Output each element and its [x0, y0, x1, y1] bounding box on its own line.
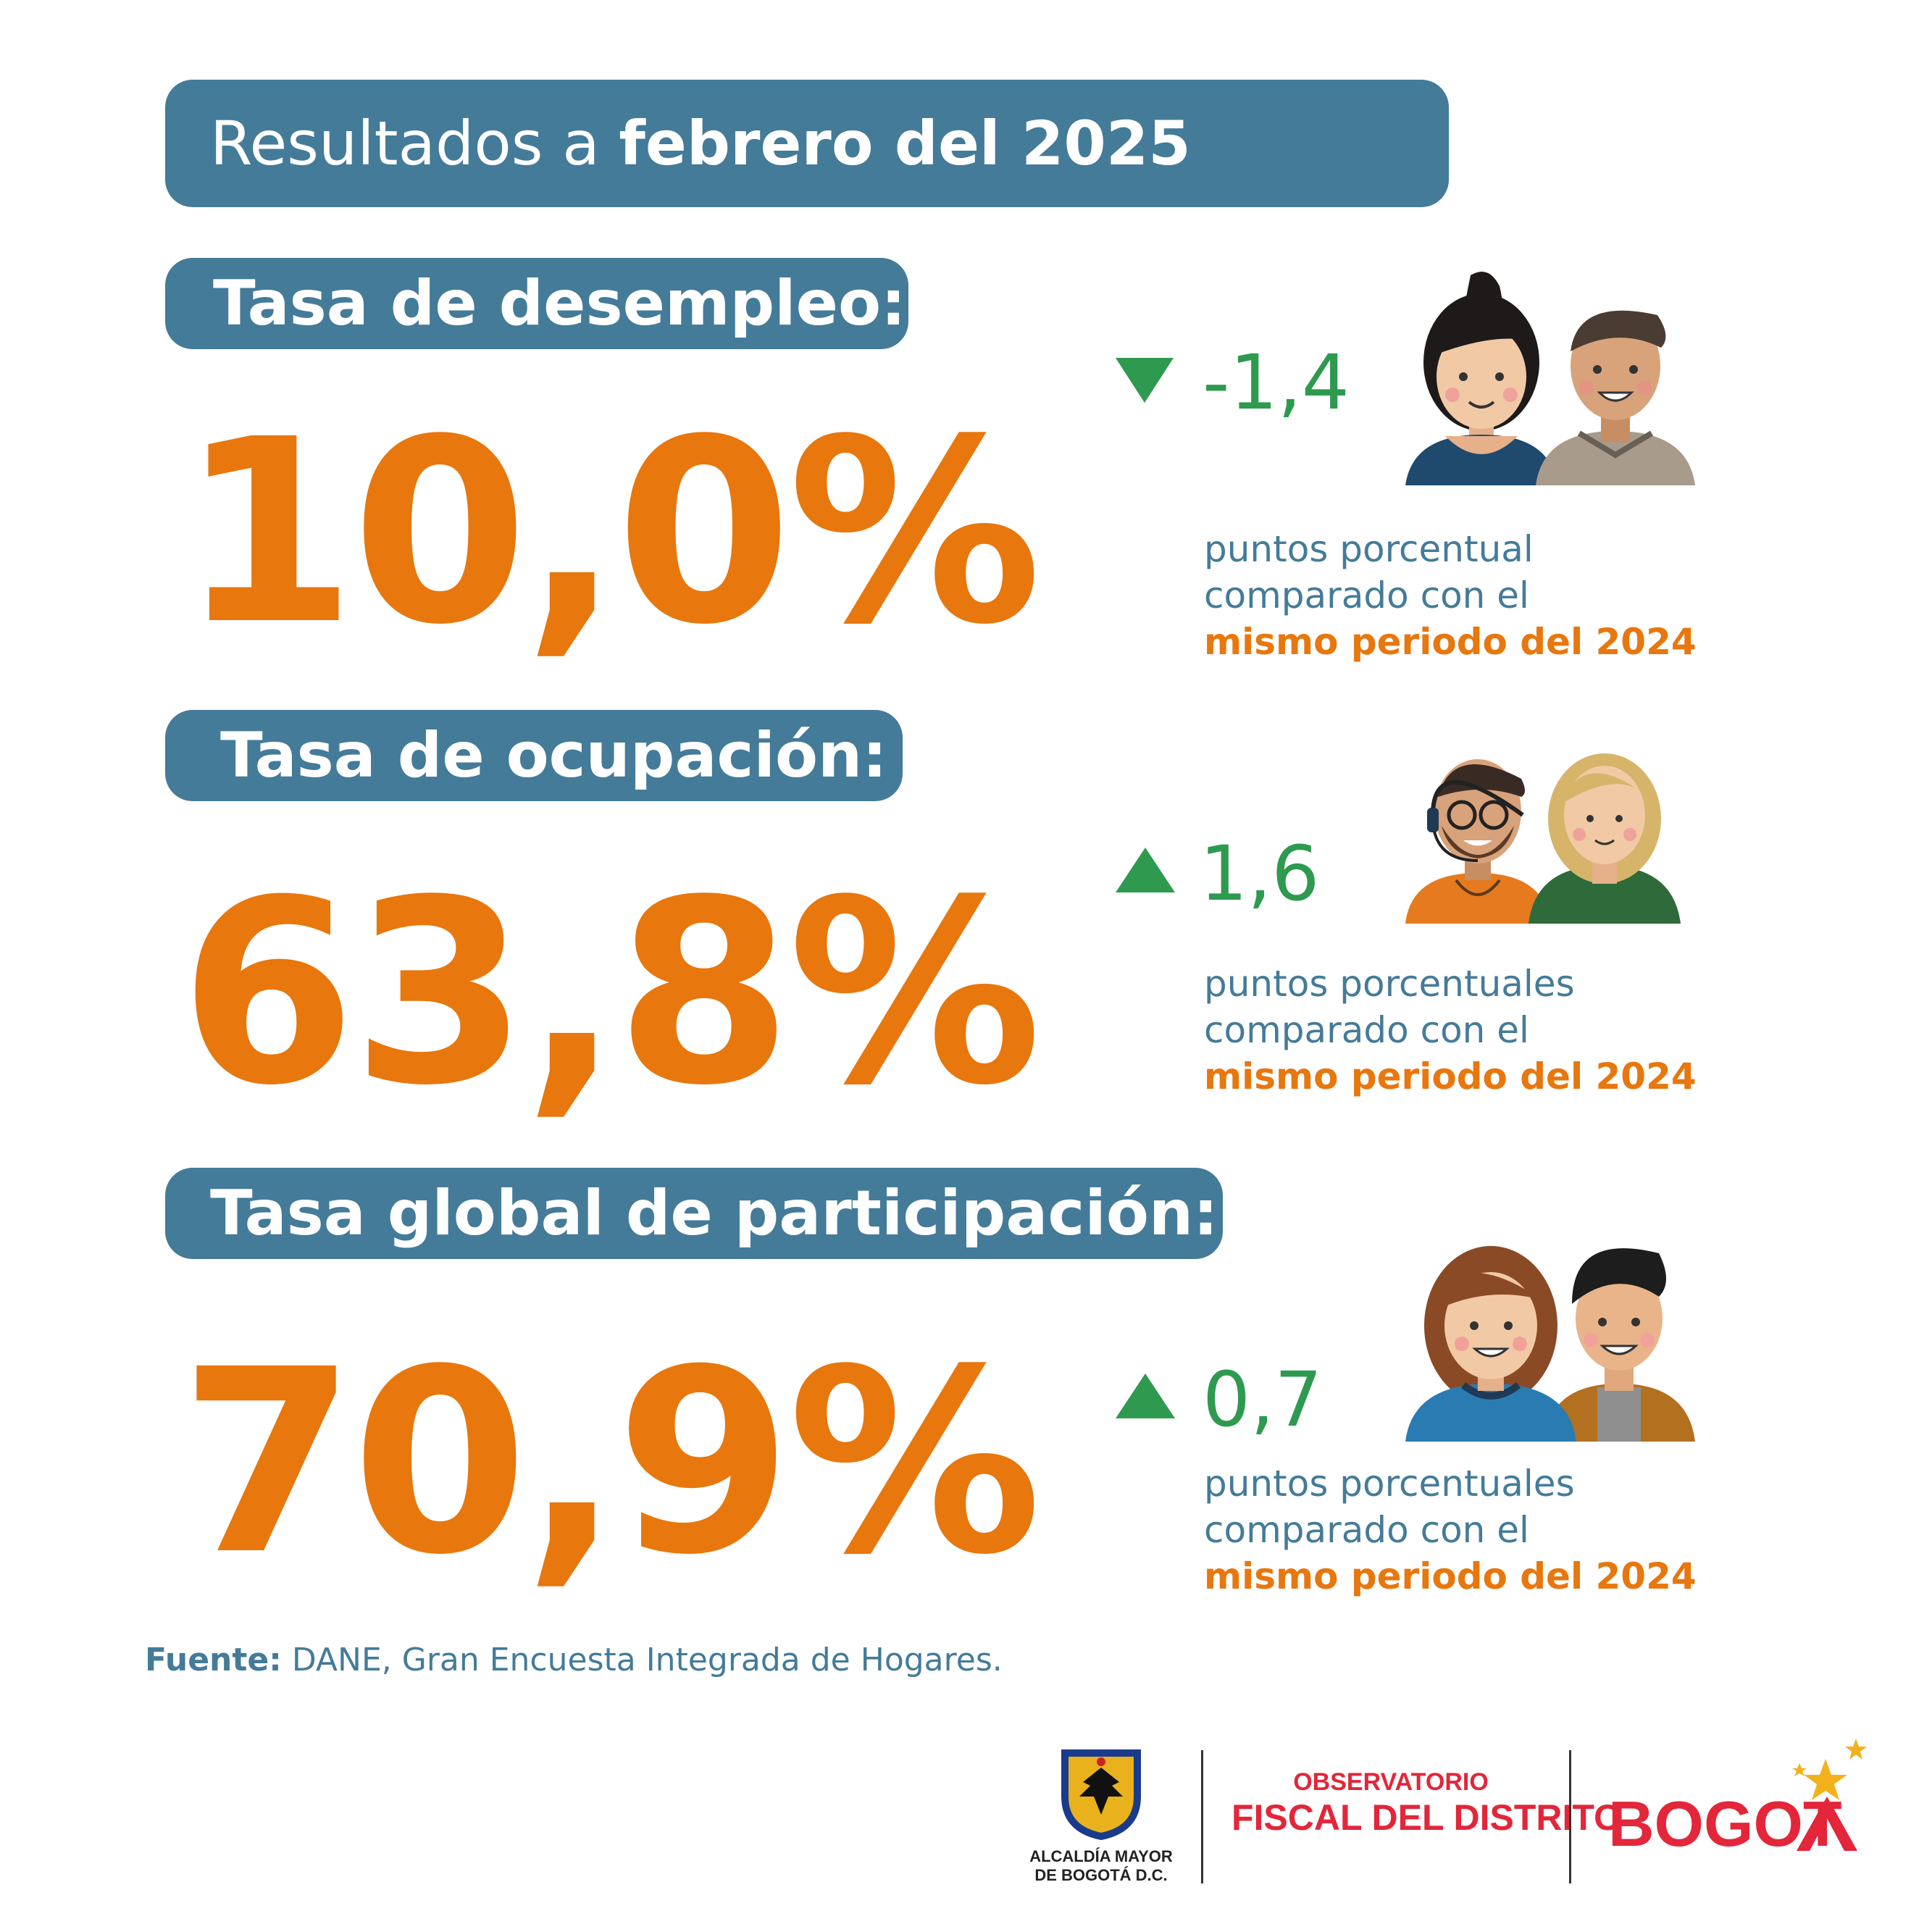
title-banner: Resultados a febrero del 2025 [165, 80, 1449, 207]
people-illustration-icon [1405, 753, 1681, 924]
footer-divider [1201, 1750, 1203, 1883]
alcaldia-logo: ALCALDÍA MAYOR DE BOGOTÁ D.C. [1014, 1746, 1188, 1891]
title-light: Resultados a [210, 108, 600, 179]
note-desempleo: puntos porcentual comparado con el mismo… [1204, 526, 1697, 665]
note-desempleo-line1: puntos porcentual [1204, 528, 1534, 570]
note-participacion-line1: puntos porcentuales [1204, 1463, 1575, 1505]
arrow-up-icon [1116, 848, 1175, 892]
alcaldia-line2: DE BOGOTÁ D.C. [1034, 1866, 1168, 1884]
note-desempleo-line2: comparado con el [1204, 574, 1529, 616]
note-desempleo-highlight: mismo periodo del 2024 [1204, 621, 1697, 663]
source-label: Fuente: [145, 1642, 282, 1678]
label-desempleo: Tasa de desempleo: [165, 258, 908, 349]
delta-participacion: 0,7 [1203, 1355, 1323, 1444]
delta-desempleo: -1,4 [1203, 338, 1350, 427]
people-illustration-icon [1405, 272, 1695, 485]
delta-ocupacion: 1,6 [1200, 829, 1320, 918]
note-participacion-highlight: mismo periodo del 2024 [1204, 1555, 1697, 1597]
note-ocupacion: puntos porcentuales comparado con el mis… [1204, 961, 1697, 1100]
note-ocupacion-line2: comparado con el [1204, 1009, 1529, 1051]
people-illustration-icon [1405, 1246, 1695, 1442]
note-participacion-line2: comparado con el [1204, 1509, 1529, 1551]
note-ocupacion-line1: puntos porcentuales [1204, 963, 1575, 1005]
value-ocupacion: 63,8% [180, 845, 1042, 1141]
label-ocupacion: Tasa de ocupación: [165, 710, 903, 801]
note-participacion: puntos porcentuales comparado con el mis… [1204, 1460, 1697, 1599]
bogota-logo: BOGOT [1608, 1724, 1883, 1869]
source-text: DANE, Gran Encuesta Integrada de Hogares… [291, 1642, 1003, 1678]
bogota-star-icon [1792, 1739, 1867, 1851]
title-bold: febrero del 2025 [619, 108, 1191, 179]
coat-of-arms-icon [1061, 1749, 1141, 1840]
value-participacion: 70,9% [180, 1315, 1042, 1610]
observatorio-line2: FISCAL DEL DISTRITO [1231, 1797, 1622, 1838]
value-desempleo: 10,0% [180, 385, 1042, 680]
label-participacion: Tasa global de participación: [165, 1168, 1223, 1259]
arrow-up-icon [1116, 1373, 1175, 1418]
footer-divider [1569, 1750, 1571, 1883]
alcaldia-line1: ALCALDÍA MAYOR [1029, 1847, 1173, 1865]
arrow-down-icon [1116, 358, 1174, 403]
note-ocupacion-highlight: mismo periodo del 2024 [1204, 1055, 1697, 1097]
observatorio-line1: OBSERVATORIO [1293, 1768, 1489, 1796]
observatorio-logo: OBSERVATORIO FISCAL DEL DISTRITO [1231, 1768, 1622, 1839]
source-note: Fuente: DANE, Gran Encuesta Integrada de… [145, 1642, 1003, 1678]
